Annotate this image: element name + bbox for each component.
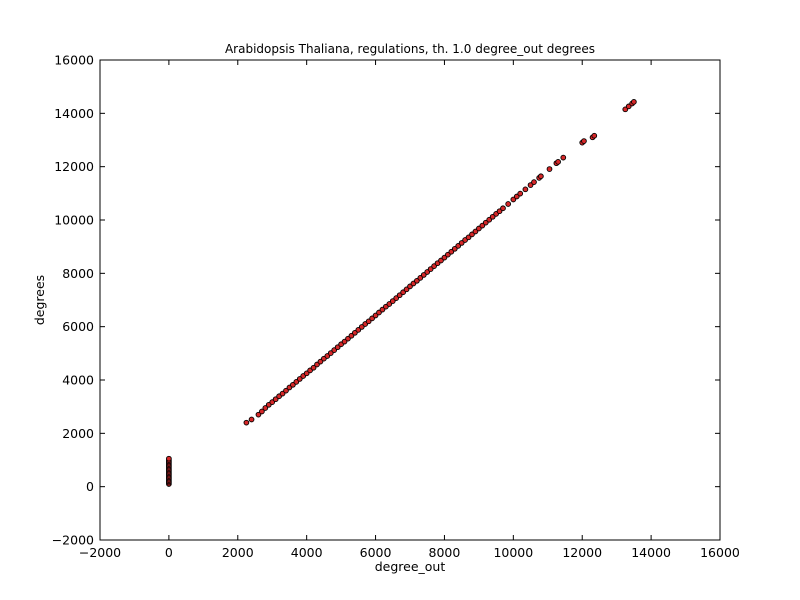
y-tick-label: 12000	[54, 159, 94, 174]
x-tick-label: 2000	[222, 545, 254, 560]
data-point	[283, 387, 289, 394]
x-tick-label: −2000	[79, 545, 121, 560]
x-tick-label: 16000	[700, 545, 740, 560]
x-tick-label: 10000	[493, 545, 533, 560]
ticks-layer: −2000 0 2000 4000 6000 8000 10000 12000 14000 160…	[52, 53, 740, 561]
y-tick-label: 2000	[62, 426, 94, 441]
data-point	[517, 190, 524, 197]
x-tick-label: 6000	[360, 545, 392, 560]
y-tick-label: −2000	[52, 533, 94, 548]
x-tick-label: 8000	[429, 545, 461, 560]
data-point	[166, 455, 172, 462]
data-point	[243, 419, 250, 426]
x-tick-label: 14000	[631, 545, 671, 560]
data-point	[581, 138, 587, 144]
data-point	[546, 166, 553, 172]
data-point	[522, 186, 529, 193]
y-tick-label: 10000	[54, 213, 94, 228]
data-point	[505, 201, 512, 207]
data-point	[631, 99, 637, 105]
points-layer	[166, 99, 637, 487]
data-point	[248, 416, 255, 423]
y-tick-label: 6000	[62, 319, 94, 334]
y-tick-label: 0	[86, 479, 94, 494]
plot-area-frame	[99, 59, 721, 541]
y-tick-label: 16000	[54, 53, 94, 68]
data-point	[538, 173, 544, 180]
y-axis-title: degrees	[32, 275, 47, 325]
data-point	[555, 159, 561, 165]
y-tick-label: 14000	[54, 106, 94, 121]
y-tick-label: 4000	[62, 373, 94, 388]
x-tick-label: 4000	[291, 545, 323, 560]
y-tick-label: 8000	[62, 266, 94, 281]
data-point	[259, 408, 265, 415]
data-point	[560, 154, 567, 161]
data-point	[591, 132, 598, 139]
data-point	[262, 405, 269, 411]
data-point	[255, 411, 262, 418]
data-point	[531, 179, 537, 185]
x-tick-label: 12000	[562, 545, 602, 560]
data-point	[500, 205, 506, 212]
x-tick-label: 0	[165, 545, 173, 560]
chart-title: Arabidopsis Thaliana, regulations, th. 1…	[225, 42, 595, 56]
data-point	[310, 364, 317, 371]
x-axis-title: degree_out	[375, 559, 446, 574]
